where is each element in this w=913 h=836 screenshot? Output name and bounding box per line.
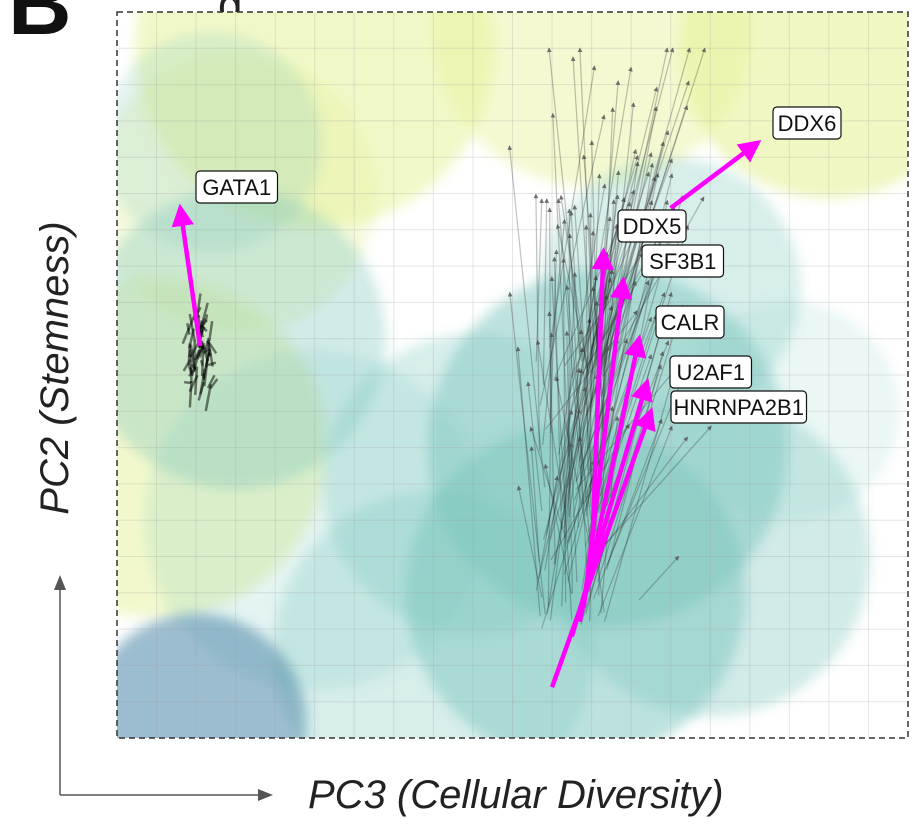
x-axis-title: PC3 (Cellular Diversity) — [308, 773, 724, 817]
gene-label: DDX5 — [623, 214, 682, 239]
gene-arrow-gata1 — [171, 203, 203, 347]
gene-label-box — [669, 355, 753, 389]
gene-label-box — [617, 209, 687, 243]
panel-letter: B — [8, 0, 72, 53]
gene-label: CALR — [661, 310, 720, 335]
axis-indicator — [54, 575, 273, 801]
gene-arrow-sf3b1 — [581, 276, 633, 608]
gene-label: HNRNPA2B1 — [674, 395, 804, 420]
gene-arrow-ddx6 — [669, 139, 762, 210]
gene-label: GATA1 — [202, 175, 271, 200]
plot-frame — [116, 11, 909, 739]
gene-label: U2AF1 — [677, 360, 745, 385]
gene-label: SF3B1 — [649, 249, 716, 274]
gene-arrow-hnrnpa2b1 — [549, 407, 656, 688]
gene-label-box — [641, 244, 725, 278]
gene-label-box — [670, 390, 808, 424]
gene-label-box — [772, 106, 842, 140]
gene-label: DDX6 — [778, 111, 837, 136]
highlighted-gene-arrows: GATA1 DDX6 DDX5 SF3B1 CALR U2AF1 HNRNPA2B1 — [171, 106, 842, 688]
y-axis-title: PC2 (Stemness) — [33, 221, 77, 514]
gene-label-box — [195, 170, 279, 204]
gene-label-box — [655, 305, 725, 339]
